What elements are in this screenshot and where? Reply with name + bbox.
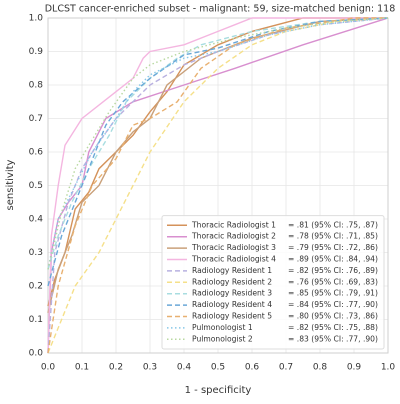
legend-label: Thoracic Radiologist 2 — [191, 232, 276, 241]
legend-label: Radiology Resident 3 — [192, 289, 272, 298]
legend-box — [161, 215, 385, 350]
y-axis-label: sensitivity — [5, 159, 16, 210]
roc-curve — [47, 17, 389, 270]
legend-label: Pulmonologist 1 — [192, 323, 253, 332]
roc-curve — [47, 17, 389, 354]
legend-label: Radiology Resident 5 — [192, 312, 272, 321]
x-tick-label: 0.7 — [279, 363, 293, 373]
x-tick-label: 0.9 — [347, 363, 362, 373]
x-tick-label: 0.6 — [245, 363, 260, 373]
plot-frame — [47, 17, 389, 354]
y-tick-label: 0.1 — [29, 315, 43, 325]
x-tick-label: 0.1 — [75, 363, 89, 373]
y-tick-label: 0.2 — [29, 282, 43, 292]
legend-auc: = .81 (95% CI: .75, .87) — [288, 220, 378, 229]
x-tick-label: 0.0 — [41, 363, 56, 373]
legend-auc: = .82 (95% CI: .75, .88) — [288, 323, 378, 332]
x-tick-label: 0.2 — [109, 363, 123, 373]
x-tick-label: 1.0 — [381, 363, 396, 373]
roc-curve — [47, 17, 388, 307]
legend-label: Radiology Resident 4 — [192, 300, 272, 309]
legend-label: Pulmonologist 2 — [192, 334, 253, 343]
legend-auc: = .85 (95% CI: .79, .91) — [288, 289, 378, 298]
legend: Thoracic Radiologist 1 = .81 (95% CI: .75… — [161, 215, 385, 350]
roc-curve — [47, 17, 389, 313]
y-tick-label: 0.8 — [29, 81, 44, 91]
legend-auc: = .76 (95% CI: .69, .83) — [288, 277, 378, 286]
y-tick-label: 1.0 — [29, 14, 44, 24]
roc-curve — [47, 17, 388, 354]
legend-label: Thoracic Radiologist 4 — [191, 255, 276, 264]
roc-curve — [47, 17, 389, 270]
x-axis-label: 1 - specificity — [185, 385, 252, 396]
y-tick-label: 0.4 — [29, 215, 44, 225]
legend-auc: = .89 (95% CI: .84, .94) — [288, 255, 378, 264]
legend-label: Thoracic Radiologist 3 — [191, 243, 276, 252]
legend-auc: = .79 (95% CI: .72, .86) — [288, 243, 378, 252]
x-tick-label: 0.3 — [143, 363, 157, 373]
y-tick-label: 0.6 — [29, 148, 44, 158]
y-tick-label: 0.3 — [29, 248, 43, 258]
y-tick-label: 0.9 — [29, 47, 44, 57]
legend-auc: = .84 (95% CI: .77, .90) — [288, 300, 378, 309]
legend-auc: = .83 (95% CI: .77, .90) — [288, 334, 378, 343]
y-tick-label: 0.5 — [29, 181, 43, 191]
roc-curve — [47, 17, 389, 354]
x-tick-label: 0.4 — [177, 363, 192, 373]
roc-curve — [47, 17, 388, 354]
chart-title: DLCST cancer-enriched subset - malignant… — [45, 4, 396, 15]
legend-auc: = .82 (95% CI: .76, .89) — [288, 266, 378, 275]
y-tick-label: 0.7 — [29, 114, 43, 124]
x-tick-label: 0.5 — [211, 363, 225, 373]
y-tick-label: 0.0 — [29, 349, 44, 359]
legend-label: Radiology Resident 1 — [192, 266, 272, 275]
x-tick-label: 0.8 — [313, 363, 328, 373]
roc-curve — [47, 17, 389, 287]
legend-auc: = .78 (95% CI: .71, .85) — [288, 232, 378, 241]
legend-label: Thoracic Radiologist 1 — [191, 220, 276, 229]
legend-label: Radiology Resident 2 — [192, 277, 272, 286]
roc-curve — [47, 17, 389, 354]
legend-auc: = .80 (95% CI: .73, .86) — [288, 312, 378, 321]
